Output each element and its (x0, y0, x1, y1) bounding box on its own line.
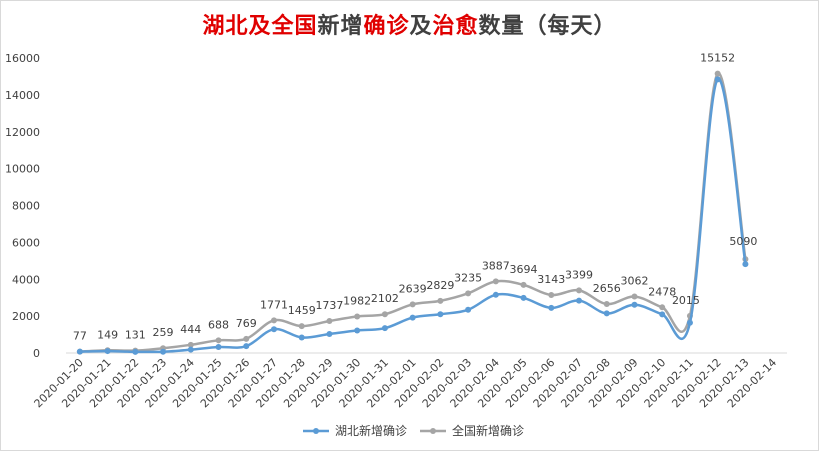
data-point (520, 281, 527, 288)
legend-item-national: 全国新增确诊 (420, 423, 524, 438)
data-point (437, 311, 444, 318)
data-label: 259 (153, 326, 174, 339)
data-point (104, 348, 111, 355)
data-point (270, 326, 277, 333)
chart-title-part: 湖北及全国 (202, 13, 318, 39)
data-point (437, 297, 444, 304)
data-label: 2639 (399, 282, 427, 295)
data-point (409, 314, 416, 321)
series-line-national (79, 72, 747, 353)
data-point (576, 297, 583, 304)
data-point (243, 343, 250, 350)
y-tick-label: 16000 (5, 52, 40, 65)
data-label: 15152 (700, 52, 735, 65)
y-tick-label: 14000 (5, 89, 40, 102)
chart-title-part: 治愈 (432, 13, 479, 39)
data-label: 131 (125, 329, 146, 342)
data-label: 77 (73, 330, 87, 343)
data-label: 5090 (729, 235, 757, 248)
legend-item-hubei: 湖北新增确诊 (303, 423, 407, 438)
data-point (76, 348, 83, 355)
data-point (465, 306, 472, 313)
y-tick-label: 6000 (12, 236, 40, 249)
data-point (492, 278, 499, 285)
y-tick-label: 10000 (5, 163, 40, 176)
data-label: 3143 (537, 273, 565, 286)
data-label: 3887 (482, 259, 510, 272)
data-label: 3235 (454, 271, 482, 284)
data-point (714, 76, 721, 83)
data-point (659, 311, 666, 318)
data-point (409, 301, 416, 308)
data-point (381, 311, 388, 318)
series-line-hubei (79, 78, 747, 354)
data-point (548, 304, 555, 311)
data-point (270, 317, 277, 324)
data-label: 1982 (343, 294, 371, 307)
y-tick-label: 2000 (12, 310, 40, 323)
data-label: 2656 (593, 282, 621, 295)
data-label: 3062 (620, 275, 648, 288)
data-label: 769 (236, 317, 257, 330)
data-point (187, 346, 194, 353)
y-tick-label: 0 (33, 347, 40, 360)
data-point (160, 348, 167, 355)
data-point (215, 344, 222, 351)
legend-marker (313, 428, 319, 434)
data-label: 149 (97, 328, 118, 341)
legend-marker (430, 428, 436, 434)
data-point (187, 341, 194, 348)
data-point (132, 348, 139, 355)
data-label: 1459 (288, 304, 316, 317)
y-tick-label: 4000 (12, 273, 40, 286)
legend-label: 湖北新增确诊 (335, 423, 407, 438)
data-point (576, 287, 583, 294)
chart-title-part: 确诊 (363, 13, 410, 39)
data-point (714, 70, 721, 77)
data-point (603, 301, 610, 308)
data-point (492, 291, 499, 298)
data-label: 1771 (260, 298, 288, 311)
data-label: 2102 (371, 292, 399, 305)
data-label: 3694 (510, 263, 538, 276)
data-label: 2015 (672, 294, 700, 307)
data-label: 1737 (315, 299, 343, 312)
data-point (298, 334, 305, 341)
chart-title: 湖北及全国新增确诊及治愈数量（每天） (0, 8, 819, 40)
data-point (631, 293, 638, 300)
data-point (659, 304, 666, 311)
data-point (354, 327, 361, 334)
data-point (298, 323, 305, 330)
data-label: 444 (180, 323, 201, 336)
data-point (326, 330, 333, 337)
chart-title-part: 及 (409, 13, 433, 39)
data-point (326, 317, 333, 324)
y-tick-label: 8000 (12, 200, 40, 213)
data-label: 2478 (648, 285, 676, 298)
data-point (243, 335, 250, 342)
data-point (742, 261, 749, 268)
data-point (548, 292, 555, 299)
data-point (631, 301, 638, 308)
data-label: 3399 (565, 268, 593, 281)
data-point (381, 325, 388, 332)
chart-title-part: 数量（每天） (478, 13, 617, 39)
chart-title-part: 新增 (317, 13, 364, 39)
data-point (686, 319, 693, 326)
y-tick-label: 12000 (5, 126, 40, 139)
data-label: 2829 (426, 279, 454, 292)
legend-label: 全国新增确诊 (452, 423, 524, 438)
data-point (354, 313, 361, 320)
data-point (603, 310, 610, 317)
data-point (520, 294, 527, 301)
data-label: 688 (208, 318, 229, 331)
data-point (215, 337, 222, 344)
data-point (465, 290, 472, 297)
